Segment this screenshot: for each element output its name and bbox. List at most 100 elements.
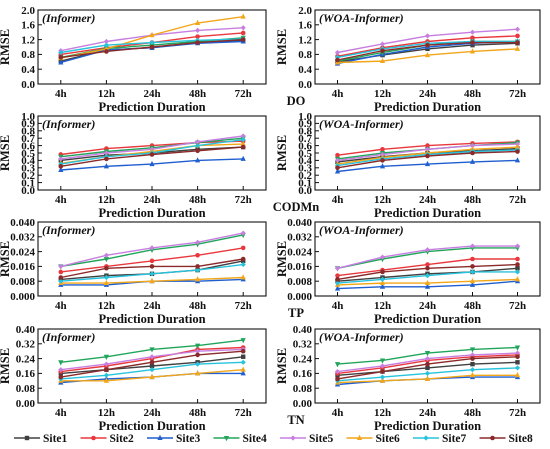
marker-site1 — [515, 266, 520, 271]
marker-site5 — [103, 150, 109, 156]
y-tick-label: 0.08 — [293, 383, 313, 395]
marker-site7 — [103, 274, 109, 281]
y-tick-label: 0.08 — [16, 383, 36, 395]
marker-site8 — [240, 37, 246, 42]
marker-site6 — [195, 19, 201, 25]
marker-site7 — [195, 267, 201, 273]
y-tick-label: 0.16 — [293, 368, 313, 380]
marker-site3 — [195, 157, 201, 163]
y-tick-label: 0.5 — [298, 148, 312, 160]
marker-site8 — [515, 262, 520, 267]
marker-site6 — [379, 377, 386, 383]
marker-site8 — [58, 374, 64, 380]
marker-site8 — [470, 150, 475, 156]
x-tick-label: 4h — [332, 407, 344, 419]
y-tick-label: 0.8 — [298, 126, 312, 138]
marker-site8 — [195, 40, 200, 45]
x-tick-label: 4h — [55, 407, 67, 419]
x-tick-label: 72h — [509, 300, 526, 312]
marker-site6 — [514, 276, 521, 282]
y-axis-label: RMSE — [0, 241, 12, 277]
marker-site7 — [469, 367, 476, 373]
marker-site5 — [514, 350, 521, 356]
marker-site5 — [469, 352, 476, 358]
legend-label: Site3 — [176, 433, 201, 445]
marker-site6 — [514, 372, 521, 378]
marker-site8 — [335, 57, 340, 63]
marker-site8 — [335, 165, 340, 171]
marker-site3 — [424, 283, 431, 289]
x-tick-label: 72h — [509, 407, 526, 419]
x-tick-label: 12h — [98, 300, 115, 312]
marker-site2 — [470, 256, 475, 262]
marker-site6 — [469, 278, 476, 284]
marker-site5 — [195, 239, 201, 245]
x-axis-label: Prediction Duration — [374, 419, 481, 433]
marker-site2 — [91, 435, 96, 441]
y-tick-label: 2.0 — [298, 5, 312, 17]
marker-site5 — [379, 254, 386, 260]
marker-site8 — [380, 369, 385, 374]
y-tick-label: 0.4 — [298, 155, 312, 167]
marker-site5 — [514, 26, 521, 32]
marker-site7 — [379, 276, 386, 282]
x-tick-label: 48h — [189, 300, 206, 312]
y-tick-label: 0.008 — [287, 276, 312, 288]
y-tick-label: 0.3 — [298, 163, 312, 175]
marker-site7 — [149, 39, 155, 46]
marker-site1 — [24, 435, 30, 441]
marker-site7 — [103, 42, 109, 48]
x-tick-label: 48h — [189, 88, 206, 100]
marker-site6 — [514, 143, 521, 150]
marker-site2 — [58, 269, 64, 275]
legend: Site1 Site2 Site3 Site4 Site5 Site6 Site7 Site8 — [14, 433, 533, 445]
marker-site6 — [424, 375, 431, 381]
marker-site5 — [103, 361, 109, 367]
y-tick-label: 0.024 — [287, 246, 312, 258]
chart-panel-7: 0.00 0.08 0.16 0.24 0.32 0.40 4h 12h 24h 48h 72h (I… — [0, 324, 305, 433]
plot-frame — [314, 9, 541, 85]
marker-site5 — [334, 368, 341, 375]
marker-site6 — [379, 57, 386, 64]
marker-site1 — [470, 361, 475, 367]
x-tick-label: 72h — [235, 407, 252, 419]
marker-site3 — [334, 168, 341, 174]
x-tick-label: 48h — [464, 194, 481, 206]
marker-site8 — [58, 55, 64, 60]
panel-title: (WOA-Informer) — [319, 330, 404, 344]
marker-site5 — [469, 143, 476, 149]
y-tick-label: 0.2 — [21, 170, 35, 182]
marker-site8 — [240, 256, 246, 262]
marker-site7 — [469, 269, 476, 275]
panel-title: (WOA-Informer) — [319, 223, 404, 237]
marker-site8 — [195, 148, 200, 154]
marker-site1 — [515, 360, 520, 365]
marker-site8 — [425, 42, 430, 48]
marker-site2 — [240, 245, 246, 251]
marker-site2 — [335, 152, 340, 158]
chart-panel-3: 0.00.10.20.30.40.50.60.70.80.91.04h 12h 24… — [0, 111, 319, 220]
marker-site6 — [356, 434, 363, 440]
marker-site6 — [379, 279, 386, 286]
y-tick-label: 0.4 — [21, 64, 35, 76]
marker-site3 — [469, 158, 476, 164]
marker-site5 — [424, 146, 431, 152]
marker-site5 — [240, 133, 246, 139]
marker-site5 — [58, 367, 64, 373]
marker-site8 — [380, 158, 385, 163]
y-tick-label: 1.6 — [298, 20, 312, 32]
legend-label: Site8 — [509, 433, 534, 445]
marker-site2 — [425, 262, 430, 267]
marker-site6 — [149, 373, 155, 380]
y-tick-label: 0.008 — [10, 276, 35, 288]
marker-site2 — [240, 30, 246, 36]
y-tick-label: 0.0 — [21, 79, 35, 91]
x-tick-label: 72h — [235, 194, 252, 206]
marker-site7 — [379, 374, 386, 380]
y-tick-label: 0.00 — [16, 398, 36, 410]
marker-site6 — [240, 140, 246, 147]
marker-site8 — [425, 265, 430, 271]
marker-site8 — [425, 361, 430, 367]
y-tick-label: 0.000 — [10, 291, 35, 303]
